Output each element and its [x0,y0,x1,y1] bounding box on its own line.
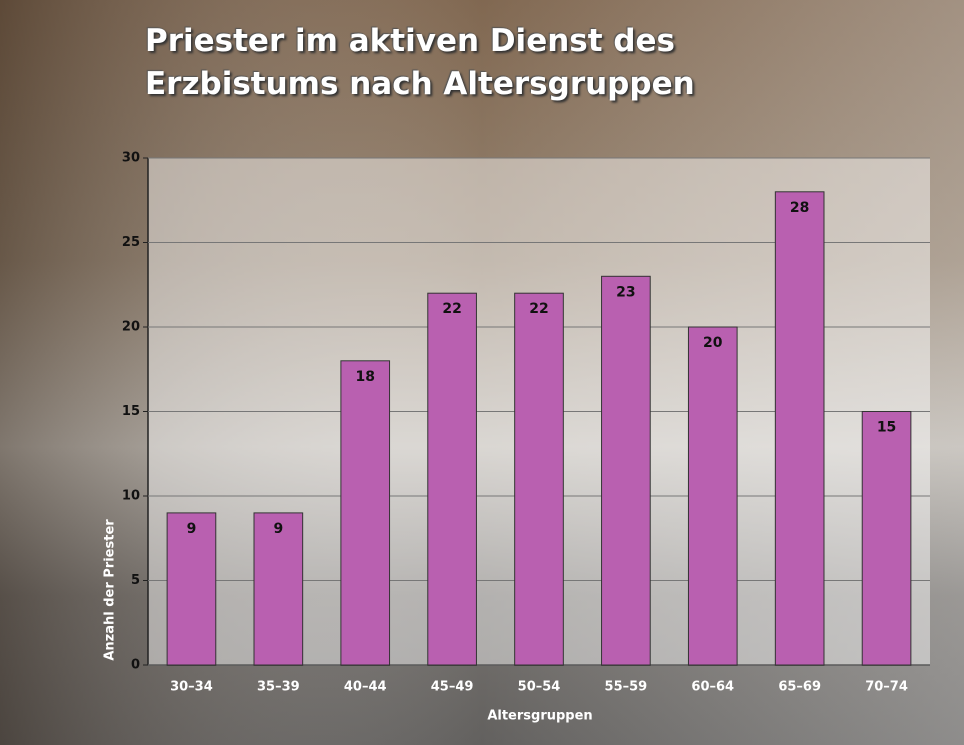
chart-title: Priester im aktiven Dienst des Erzbistum… [145,20,865,106]
x-tick-label: 50–54 [518,680,561,695]
y-tick-label: 25 [122,235,140,250]
x-tick-label: 70–74 [865,680,908,695]
data-label: 9 [273,521,283,537]
x-tick-label: 45–49 [431,680,474,695]
bar [775,192,824,665]
x-tick-label: 55–59 [605,680,648,695]
data-label: 15 [877,420,896,436]
x-tick-label: 30–34 [170,680,213,695]
x-tick-label: 40–44 [344,680,387,695]
y-tick-label: 15 [122,404,140,419]
y-tick-label: 10 [122,489,140,504]
bar [862,412,911,666]
bar [428,293,477,665]
chart: Altersgruppen Anzahl der Priester 0 5 10 15… [0,0,964,745]
data-label: 20 [703,335,723,351]
y-tick-label: 5 [131,573,140,588]
x-axis-title: Altersgruppen [487,709,592,724]
bar [341,361,390,665]
y-tick-label: 20 [122,320,140,335]
data-label: 9 [187,521,197,537]
y-tick-label: 30 [122,151,140,166]
data-label: 18 [355,369,374,385]
bar [515,293,564,665]
x-tick-label: 35–39 [257,680,300,695]
data-label: 23 [616,284,635,300]
bar [602,276,651,665]
bar [688,327,737,665]
page: Altersgruppen Anzahl der Priester 0 5 10 15… [0,0,964,745]
x-tick-label: 65–69 [778,680,821,695]
x-tick-label: 60–64 [691,680,734,695]
data-label: 22 [529,301,548,317]
y-tick-label: 0 [131,658,140,673]
data-label: 28 [790,200,809,216]
y-axis-title: Anzahl der Priester [103,519,118,661]
data-label: 22 [442,301,461,317]
